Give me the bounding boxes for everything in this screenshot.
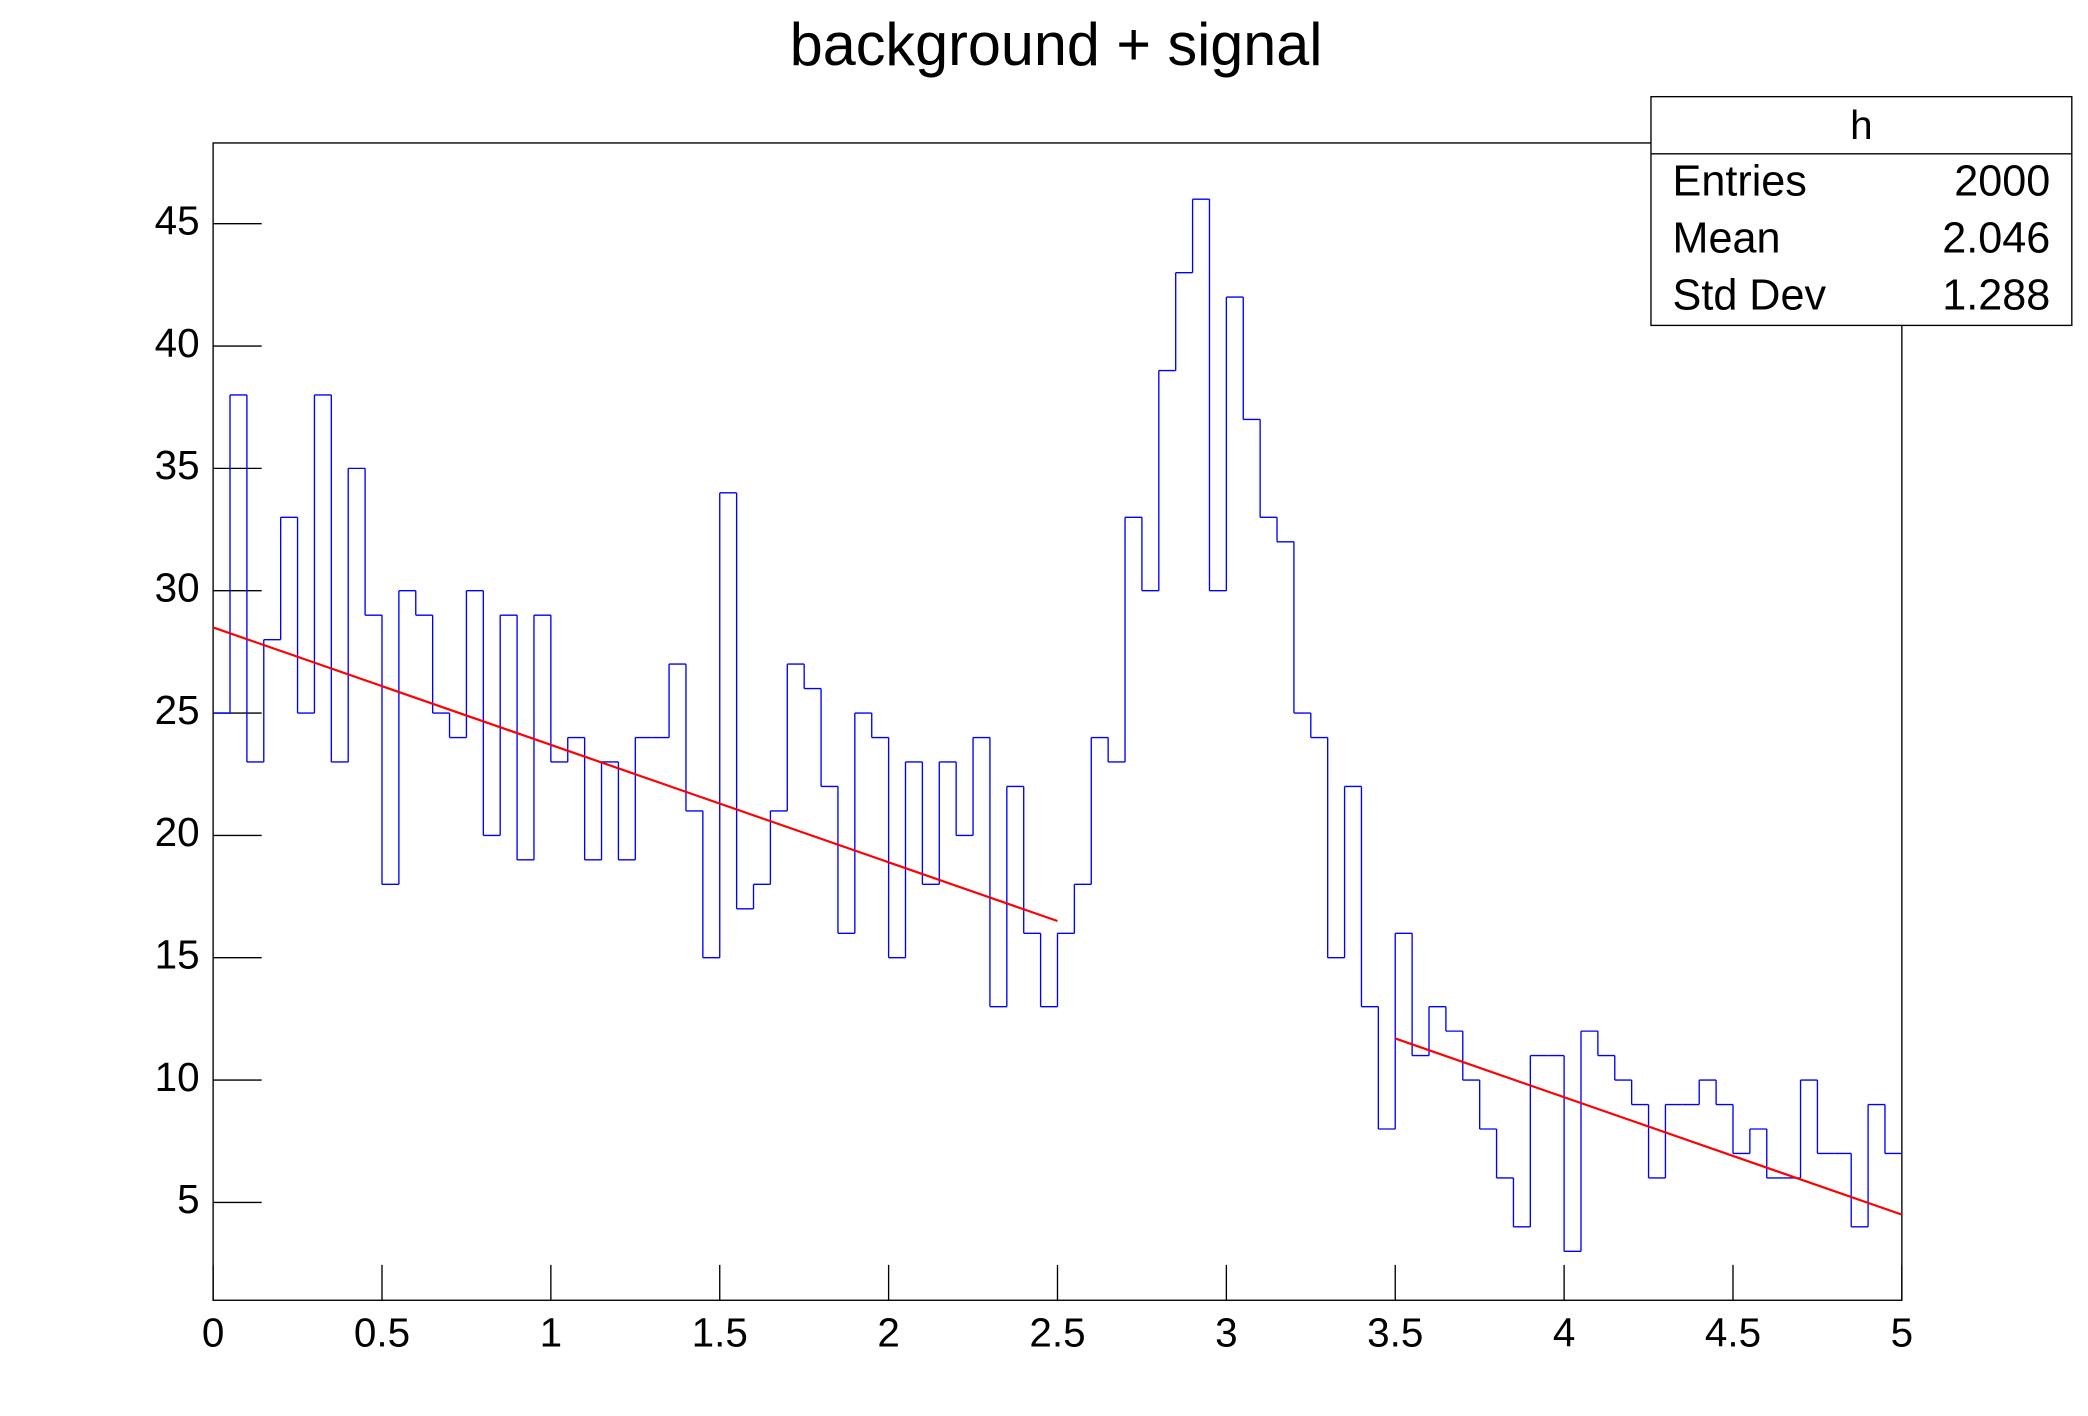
- x-tick-label: 5: [1891, 1309, 1914, 1355]
- x-tick-label: 1.5: [692, 1309, 748, 1355]
- y-tick-label: 20: [155, 809, 200, 855]
- x-tick-label: 2: [877, 1309, 900, 1355]
- y-tick-label: 35: [155, 442, 200, 488]
- stats-value: 1.288: [1942, 272, 2050, 320]
- chart-title: background + signal: [790, 11, 1323, 78]
- stats-value: 2.046: [1942, 214, 2050, 262]
- y-tick-label: 15: [155, 931, 200, 977]
- x-tick-label: 0: [202, 1309, 225, 1355]
- stats-value: 2000: [1954, 157, 2050, 205]
- y-tick-label: 25: [155, 687, 200, 733]
- stats-label: Std Dev: [1673, 272, 1827, 320]
- y-tick-label: 10: [155, 1054, 200, 1100]
- frame: [212, 142, 1903, 1301]
- x-tick-label: 3: [1215, 1309, 1238, 1355]
- y-tick-label: 45: [155, 197, 200, 243]
- x-tick-label: 2.5: [1029, 1309, 1085, 1355]
- stats-label: Entries: [1673, 157, 1807, 205]
- y-tick-label: 40: [155, 320, 200, 366]
- x-tick-label: 1: [540, 1309, 563, 1355]
- x-tick-label: 0.5: [354, 1309, 410, 1355]
- y-tick-label: 5: [177, 1176, 200, 1222]
- x-tick-label: 3.5: [1367, 1309, 1423, 1355]
- stats-label: Mean: [1673, 214, 1781, 262]
- x-tick-label: 4.5: [1705, 1309, 1761, 1355]
- stats-title: h: [1850, 102, 1873, 148]
- y-tick-label: 30: [155, 564, 200, 610]
- stats-box: [1650, 95, 2073, 327]
- x-tick-label: 4: [1553, 1309, 1576, 1355]
- fit-line: [212, 626, 1903, 1216]
